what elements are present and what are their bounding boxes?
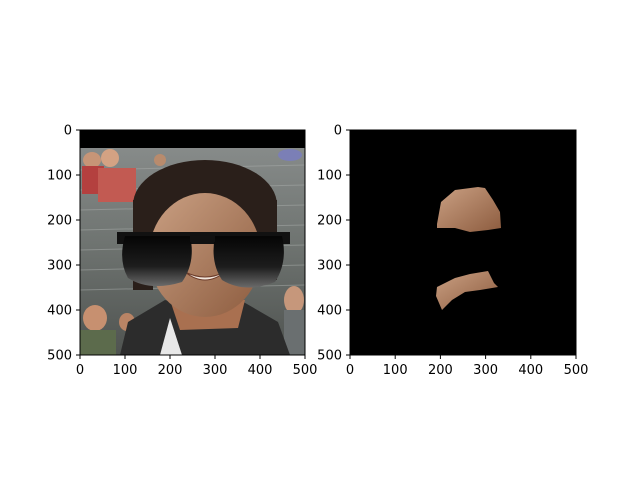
x-tick-label: 0 (76, 363, 84, 378)
right-image-panel (350, 130, 576, 355)
left-lens (122, 236, 192, 287)
face (149, 193, 261, 317)
y-tick-label: 0 (334, 124, 342, 139)
x-tick-label: 300 (473, 363, 498, 378)
y-tick-label: 300 (47, 259, 72, 274)
x-tick-label: 100 (113, 363, 138, 378)
y-tick-label: 100 (317, 169, 342, 184)
x-tick-label: 300 (203, 363, 228, 378)
y-tick-label: 500 (317, 349, 342, 364)
axes-frame (349, 129, 577, 356)
axes-2: 0 100 200 300 400 500 0 100 200 300 400 500 (317, 124, 588, 379)
y-tick-label: 500 (47, 349, 72, 364)
top-black-band (80, 130, 305, 148)
x-tick-label: 200 (158, 363, 183, 378)
y-tick-label: 300 (317, 259, 342, 274)
sunglasses (117, 232, 290, 288)
x-tick-label: 400 (248, 363, 273, 378)
axes-1: 0 100 200 300 400 500 0 100 200 300 400 500 (47, 124, 317, 379)
left-image-panel (80, 130, 305, 355)
y-tick-label: 200 (317, 214, 342, 229)
x-tick-label: 500 (293, 363, 318, 378)
y-tick-label: 100 (47, 169, 72, 184)
y-tick-label: 400 (47, 304, 72, 319)
x-tick-label: 500 (564, 363, 589, 378)
y-tick-label: 400 (317, 304, 342, 319)
y-tick-label: 0 (64, 124, 72, 139)
shirt-collar (160, 318, 182, 355)
spectators (80, 149, 305, 355)
x-tick-label: 100 (383, 363, 408, 378)
mask-background (350, 130, 576, 355)
x-tick-label: 400 (518, 363, 543, 378)
x-tick-label: 0 (346, 363, 354, 378)
forehead-region (437, 187, 501, 232)
mouth-chin-region (436, 271, 498, 310)
x-tick-label: 200 (428, 363, 453, 378)
axes-frame (79, 129, 306, 356)
axes-layer: 0 100 200 300 400 500 0 100 200 300 400 500 0 100 200 3… (47, 124, 588, 379)
y-tick-label: 200 (47, 214, 72, 229)
right-lens (213, 236, 284, 288)
